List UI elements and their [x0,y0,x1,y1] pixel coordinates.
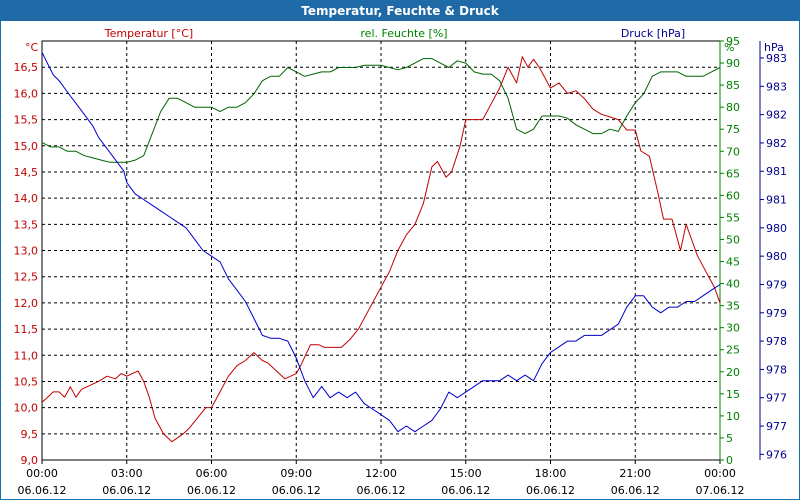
x-tick-label-date: 06.06.12 [187,484,236,497]
left-axis-tick-label: 10,5 [14,375,39,388]
middle-axis-tick-label: 20 [726,366,740,379]
right-axis-tick-label: 981 [766,194,787,207]
x-tick-label-date: 07.06.12 [696,484,745,497]
x-tick-label-time: 00:00 [26,467,58,480]
x-tick-label-time: 00:00 [704,467,736,480]
left-axis-tick-label: 15,0 [14,140,39,153]
right-axis-tick-label: 982 [766,137,787,150]
x-tick-label-time: 12:00 [365,467,397,480]
left-axis-tick-label: 13,5 [14,218,39,231]
left-axis-tick-label: 11,5 [14,323,39,336]
x-tick-label-date: 06.06.12 [611,484,660,497]
middle-axis-tick-label: 10 [726,410,740,423]
left-axis-tick-label: 9,0 [21,454,39,467]
x-tick-label-date: 06.06.12 [18,484,67,497]
middle-axis-tick-label: 40 [726,278,740,291]
right-axis-tick-label: 980 [766,250,787,263]
temperature-series-line [41,56,721,443]
middle-axis-tick-label: 30 [726,322,740,335]
middle-axis-tick-label: 95 [726,35,740,48]
x-tick-label-time: 21:00 [619,467,651,480]
middle-axis-tick-label: 45 [726,256,740,269]
left-axis-tick-label: 16,0 [14,87,39,100]
pressure-series-line [41,52,721,433]
humidity-series-line [41,58,721,163]
middle-axis-tick-label: 5 [726,432,733,445]
left-axis-tick-label: 16,5 [14,61,39,74]
right-axis-tick-label: 983 [766,80,787,93]
x-tick-label-time: 09:00 [280,467,312,480]
middle-axis-tick-label: 55 [726,211,740,224]
left-axis-tick-label: 9,5 [21,428,39,441]
series [41,52,721,443]
middle-axis-tick-label: 0 [726,454,733,467]
right-axis-unit: hPa [764,41,784,54]
middle-axis-tick-label: 35 [726,300,740,313]
middle-axis-tick-label: 65 [726,167,740,180]
middle-axis-tick-label: 90 [726,57,740,70]
right-axis-tick-label: 979 [766,307,787,320]
middle-axis-tick-label: 60 [726,189,740,202]
left-axis-tick-label: 12,5 [14,271,39,284]
left-axis-tick-label: 14,5 [14,166,39,179]
x-tick-label-date: 06.06.12 [526,484,575,497]
left-axis-tick-label: 15,5 [14,114,39,127]
right-axis-tick-label: 983 [766,52,787,65]
middle-axis-tick-label: 15 [726,388,740,401]
middle-axis-title: rel. Feuchte [%] [360,27,447,40]
right-axis-title: Druck [hPa] [621,27,685,40]
middle-axis-tick-label: 70 [726,145,740,158]
x-tick-label-date: 06.06.12 [102,484,151,497]
x-tick-label-time: 15:00 [450,467,482,480]
left-axis-tick-label: 10,0 [14,402,39,415]
grid [42,41,720,460]
right-axis-tick-label: 977 [766,420,787,433]
middle-axis-tick-label: 75 [726,123,740,136]
middle-axis-tick-label: 25 [726,344,740,357]
right-axis-tick-label: 976 [766,448,787,461]
x-tick-label-date: 06.06.12 [272,484,321,497]
left-axis-tick-label: 13,0 [14,245,39,258]
left-axis-unit: °C [25,41,39,54]
right-axis-tick-label: 978 [766,335,787,348]
x-tick-label-date: 06.06.12 [441,484,490,497]
right-axis-tick-label: 979 [766,278,787,291]
left-axis-title: Temperatur [°C] [104,27,193,40]
x-tick-label-time: 18:00 [535,467,567,480]
right-axis-tick-label: 977 [766,392,787,405]
x-tick-label-time: 06:00 [196,467,228,480]
right-axis-tick-label: 981 [766,165,787,178]
right-axis-tick-label: 982 [766,109,787,122]
x-tick-label-date: 06.06.12 [357,484,406,497]
left-axis-tick-label: 12,0 [14,297,39,310]
labels: 00:00 06.06.12 03:00 06.06.12 06:00 06.06.12 0… [14,27,788,497]
middle-axis-tick-label: 80 [726,101,740,114]
axes [41,40,764,464]
left-axis-tick-label: 14,0 [14,192,39,205]
x-tick-label-time: 03:00 [111,467,143,480]
middle-axis-unit: % [724,41,734,54]
chart-canvas: 00:00 06.06.12 03:00 06.06.12 06:00 06.06.12 0… [14,27,788,497]
middle-axis-tick-label: 50 [726,233,740,246]
window-title: Temperatur, Feuchte & Druck [1,1,799,21]
middle-axis-tick-label: 85 [726,79,740,92]
right-axis-tick-label: 980 [766,222,787,235]
right-axis-tick-label: 978 [766,363,787,376]
left-axis-tick-label: 11,0 [14,349,39,362]
